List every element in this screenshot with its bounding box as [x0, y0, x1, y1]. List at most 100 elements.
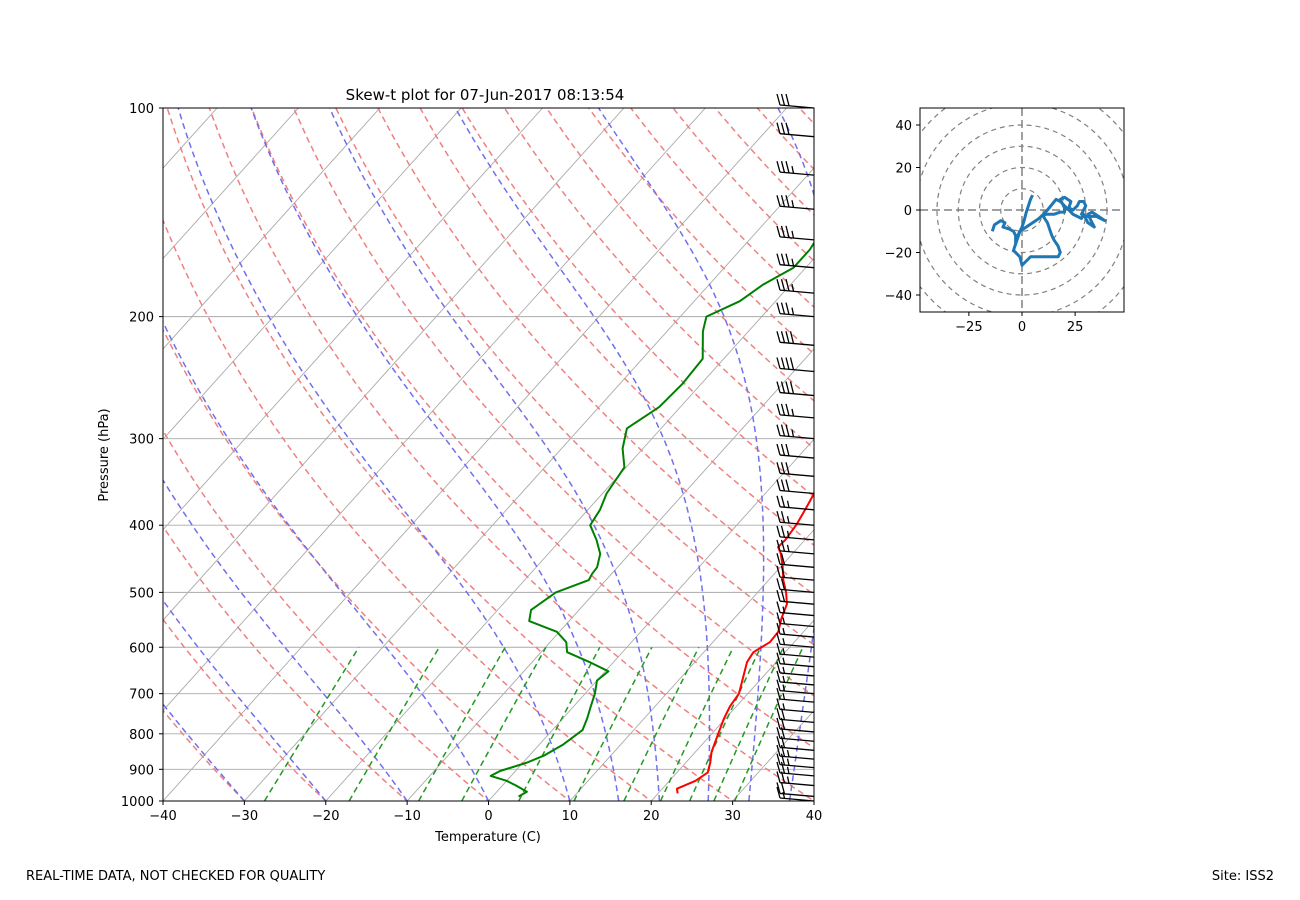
barb-staff	[779, 312, 815, 318]
wind-barb	[776, 539, 815, 555]
site-label: Site: ISS2	[1211, 869, 1274, 884]
barb-flag	[780, 93, 786, 106]
barb-staff	[779, 550, 815, 555]
wind-barb	[776, 708, 815, 723]
dry-adiabat-line	[756, 108, 814, 171]
barb-staff	[779, 506, 815, 511]
moist-adiabat-line	[454, 108, 711, 801]
isotherm-line	[488, 438, 814, 801]
barb-staff	[779, 746, 815, 751]
barb-flag	[785, 403, 790, 416]
barb-flag	[776, 381, 781, 393]
y-tick-label: 400	[129, 519, 154, 534]
wind-barb	[776, 525, 815, 541]
isotherm-line	[163, 108, 381, 350]
barb-flag	[780, 578, 786, 590]
wind-barb	[776, 601, 815, 617]
barb-half-flag	[782, 627, 786, 635]
barb-half-flag	[786, 544, 790, 552]
wind-barb	[776, 670, 815, 686]
isotherm-line	[732, 709, 814, 801]
skewt-series-layer	[489, 241, 814, 798]
dry-adiabat-line	[208, 108, 814, 801]
barb-flag	[776, 553, 781, 565]
barb-staff	[779, 341, 815, 346]
barb-flag	[776, 601, 781, 613]
barb-flag	[776, 122, 781, 134]
barb-half-flag	[782, 684, 786, 692]
wind-barb	[776, 479, 815, 495]
barb-flag	[785, 195, 790, 208]
barb-flag	[785, 122, 790, 135]
isotherm-line	[325, 257, 814, 801]
barb-staff	[779, 391, 815, 397]
dry-adiabat-line	[292, 108, 814, 697]
barb-half-flag	[782, 617, 786, 625]
dry-adiabat-line	[250, 108, 814, 749]
barb-flag	[780, 443, 786, 456]
wind-barb	[776, 93, 815, 109]
barb-flag	[776, 687, 781, 700]
barb-flag	[780, 225, 786, 238]
wind-barb	[776, 753, 815, 769]
wind-barb	[776, 381, 815, 397]
barb-flag	[780, 782, 786, 795]
barb-flag	[785, 443, 790, 457]
barb-flag	[776, 403, 781, 416]
barb-flag	[785, 93, 790, 106]
hodograph-y-tick-label: −40	[885, 289, 912, 304]
barb-flag	[780, 381, 786, 394]
moist-adiabat-line	[177, 108, 571, 801]
barb-staff	[779, 133, 815, 138]
barb-half-flag	[791, 429, 795, 437]
barb-flag	[785, 357, 790, 370]
barb-staff	[779, 792, 815, 798]
barb-flag	[776, 565, 781, 578]
barb-flag	[776, 495, 781, 507]
dry-adiabat-line	[163, 618, 327, 801]
wind-barb	[776, 578, 815, 594]
barb-flag	[776, 642, 781, 655]
wind-barb	[776, 331, 815, 346]
x-tick-label: −40	[149, 809, 176, 824]
mixing-ratio-line	[689, 646, 762, 801]
barb-half-flag	[791, 408, 795, 417]
mixing-ratio-line	[713, 646, 785, 801]
barb-flag	[776, 652, 781, 664]
barb-staff	[779, 690, 815, 695]
barb-staff	[779, 663, 815, 668]
barb-staff	[779, 367, 815, 373]
barb-staff	[779, 454, 815, 459]
wind-barb	[776, 553, 815, 568]
wind-barb	[776, 278, 815, 294]
barb-flag	[776, 661, 781, 674]
wind-barb	[776, 661, 815, 677]
wind-barb	[776, 357, 815, 373]
dry-adiabat-line	[335, 108, 814, 646]
barb-staff	[779, 264, 815, 269]
wind-barb	[776, 443, 815, 459]
barb-half-flag	[786, 516, 790, 524]
barb-staff	[779, 755, 815, 760]
barb-flag	[776, 736, 781, 748]
barb-flag	[780, 302, 786, 315]
wind-barb	[776, 511, 815, 526]
barb-flag	[780, 525, 786, 538]
wind-barb	[776, 652, 815, 668]
mixing-ratio-line	[518, 646, 601, 801]
wind-barb	[776, 195, 815, 210]
isotherm-line	[163, 108, 706, 712]
barb-staff	[779, 521, 815, 526]
barb-staff	[779, 289, 815, 294]
dry-adiabat-line	[545, 108, 814, 402]
barb-flag	[785, 479, 790, 492]
skewt-background-lines	[0, 108, 814, 801]
barb-flag	[780, 122, 786, 135]
dry-adiabat-line	[163, 525, 409, 801]
hodograph-y-tick-label: 20	[895, 162, 912, 177]
chart-title: Skew-t plot for 07-Jun-2017 08:13:54	[346, 86, 625, 104]
barb-flag	[776, 771, 781, 783]
isotherm-line	[0, 108, 136, 801]
dry-adiabat-line	[461, 108, 814, 498]
